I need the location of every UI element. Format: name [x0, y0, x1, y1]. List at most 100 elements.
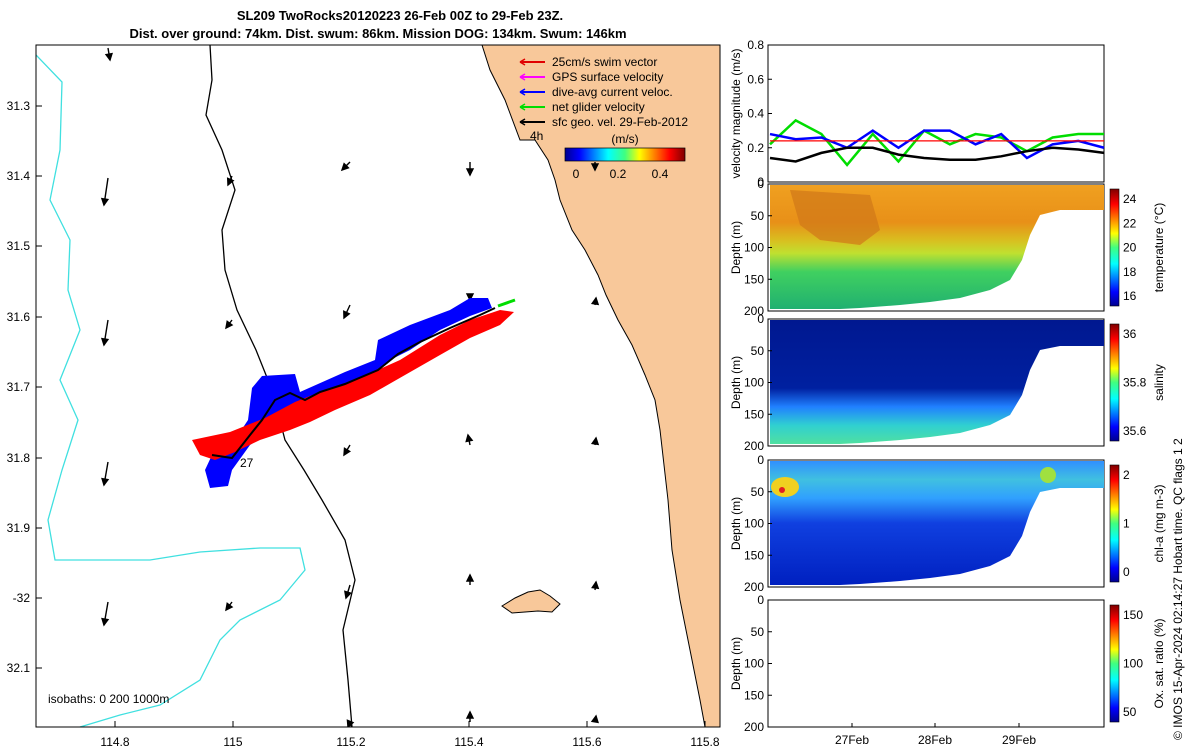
panel-ytick-label: 200	[744, 304, 764, 318]
colorbar-tick-label: 0.2	[610, 167, 627, 181]
panel-ytick-label: 50	[751, 485, 765, 499]
current-arrow-head	[101, 477, 110, 487]
chlorophyll-field	[770, 461, 1104, 585]
panel-xtick-label: 28Feb	[918, 733, 952, 747]
colorbar-unit: (m/s)	[611, 132, 638, 146]
profile-panels: 0 0.2 0.4 0.6 0.8 velocity magnitude (m/s) 0 50…	[729, 38, 1185, 747]
isobath-200	[205, 45, 356, 727]
current-arrow-head	[226, 177, 235, 187]
chl-patch	[1040, 467, 1056, 483]
panel-ytick-label: 150	[744, 407, 764, 421]
colorbar-tick-label: 24	[1123, 192, 1137, 206]
track-map: 27 4h 114.8 115 115.2 115.4 115.6 115.8 31.3 31…	[7, 44, 721, 749]
panel-ylabel: Depth (m)	[729, 356, 743, 409]
map-xtick-label: 115	[223, 735, 242, 749]
current-arrow-head	[100, 337, 110, 347]
panel-ytick-label: 100	[744, 517, 764, 531]
colorbar-tick-label: 150	[1123, 608, 1143, 622]
temperature-panel	[767, 183, 1105, 312]
island	[501, 589, 561, 614]
colorbar-label: chl-a (mg m-3)	[1152, 484, 1166, 562]
colorbar-tick-label: 35.6	[1123, 424, 1147, 438]
panel-ytick-label: 200	[744, 720, 764, 734]
title-line-2: Dist. over ground: 74km. Dist. swum: 86k…	[129, 26, 626, 41]
panel-ylabel: Depth (m)	[729, 221, 743, 274]
map-ytick-label: 31.8	[7, 451, 31, 465]
colorbar-tick-label: 0	[1123, 565, 1130, 579]
current-arrow-head	[465, 573, 475, 582]
map-ytick-label: 31.5	[7, 239, 31, 253]
map-ytick-label: 31.7	[7, 380, 31, 394]
panel-ytick-label: 0.6	[747, 72, 764, 86]
chl-peak	[779, 487, 785, 493]
panel-xtick-label: 29Feb	[1002, 733, 1036, 747]
legend-entry: net glider velocity	[552, 100, 645, 114]
colorbar-tick-label: 0	[573, 167, 580, 181]
panel-colorbar	[1109, 604, 1120, 723]
panel-colorbar	[1109, 323, 1120, 442]
salinity-panel	[767, 318, 1105, 447]
panel-ylabel: velocity magnitude (m/s)	[729, 48, 743, 178]
panel-ytick-label: 150	[744, 272, 764, 286]
isobath-1000	[36, 54, 306, 727]
current-arrow-head	[343, 447, 351, 457]
panel-ytick-label: 100	[744, 657, 764, 671]
colorbar-tick-label: 35.8	[1123, 376, 1147, 390]
colorbar-tick-label: 100	[1123, 657, 1143, 671]
chl-maximum	[771, 477, 799, 497]
current-arrow-head	[590, 163, 600, 172]
current-arrow-head	[465, 433, 474, 443]
title-line-1: SL209 TwoRocks20120223 26-Feb 00Z to 29-…	[237, 8, 563, 23]
day-label-27: 27	[240, 456, 254, 470]
dive-avg-current-swath	[205, 298, 492, 488]
legend-entry: GPS surface velocity	[552, 70, 663, 84]
current-arrow-head	[344, 590, 352, 600]
map-xtick-label: 115.8	[690, 735, 719, 749]
colorbar-tick-label: 16	[1123, 289, 1137, 303]
current-arrow-head	[100, 197, 110, 207]
oxygen-panel	[767, 599, 1105, 728]
net-glider-velocity-arrow	[497, 298, 516, 308]
velocity-series-line	[769, 129, 1105, 160]
panel-ytick-label: 0	[757, 177, 764, 191]
velocity-panel	[767, 44, 1105, 183]
map-ytick-label: 31.9	[7, 521, 31, 535]
colorbar-tick-label: 18	[1123, 265, 1137, 279]
panel-ytick-label: 0.4	[747, 107, 764, 121]
panel-ytick-label: 0	[757, 312, 764, 326]
panel-xtick-label: 27Feb	[835, 733, 869, 747]
legend-entry: sfc geo. vel. 29-Feb-2012	[552, 115, 688, 129]
land-mass	[481, 45, 720, 727]
panel-ytick-label: 50	[751, 209, 765, 223]
colorbar-label: salinity	[1152, 364, 1166, 401]
swim-vector-swath	[192, 310, 514, 460]
panel-ytick-label: 0	[757, 175, 764, 189]
speed-colorbar: (m/s) 0 0.2 0.4	[564, 132, 686, 181]
map-xtick-label: 114.8	[100, 735, 129, 749]
panel-ytick-label: 0.2	[747, 141, 764, 155]
glider-track	[211, 307, 496, 460]
current-arrow-head	[591, 580, 600, 590]
panel-ytick-label: 0	[757, 593, 764, 607]
colorbar-tick-label: 0.4	[652, 167, 669, 181]
current-arrow-head	[465, 710, 475, 719]
map-frame	[35, 44, 721, 728]
velocity-axes	[767, 44, 1105, 183]
current-arrow-head	[590, 296, 600, 306]
side-note: © IMOS 15-Apr-2024 02:14:27 Hobart time.…	[1171, 438, 1185, 740]
chlorophyll-panel	[767, 459, 1105, 588]
panel-ytick-label: 0.8	[747, 38, 764, 52]
panel-ytick-label: 100	[744, 241, 764, 255]
colorbar-tick-label: 1	[1123, 517, 1130, 531]
current-arrow-head	[225, 320, 234, 330]
current-arrow-head	[590, 714, 599, 724]
current-arrow-head	[465, 293, 475, 302]
colorbar-tick-label: 2	[1123, 468, 1130, 482]
panel-colorbar	[1109, 464, 1120, 583]
map-xtick-label: 115.2	[336, 735, 365, 749]
colorbar-tick-label: 50	[1123, 705, 1137, 719]
legend-entry: 25cm/s swim vector	[552, 55, 657, 69]
panel-ytick-label: 0	[757, 453, 764, 467]
